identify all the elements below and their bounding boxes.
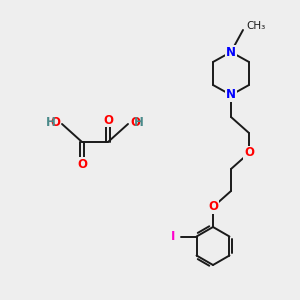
Text: O: O — [50, 116, 60, 130]
Text: O: O — [244, 146, 254, 160]
Text: CH₃: CH₃ — [246, 21, 265, 31]
Text: N: N — [226, 88, 236, 101]
Text: O: O — [77, 158, 87, 170]
Text: H: H — [46, 116, 56, 130]
Text: O: O — [103, 113, 113, 127]
Text: H: H — [134, 116, 144, 130]
Text: I: I — [171, 230, 176, 243]
Text: O: O — [208, 200, 218, 214]
Text: N: N — [226, 46, 236, 59]
Text: O: O — [130, 116, 140, 130]
